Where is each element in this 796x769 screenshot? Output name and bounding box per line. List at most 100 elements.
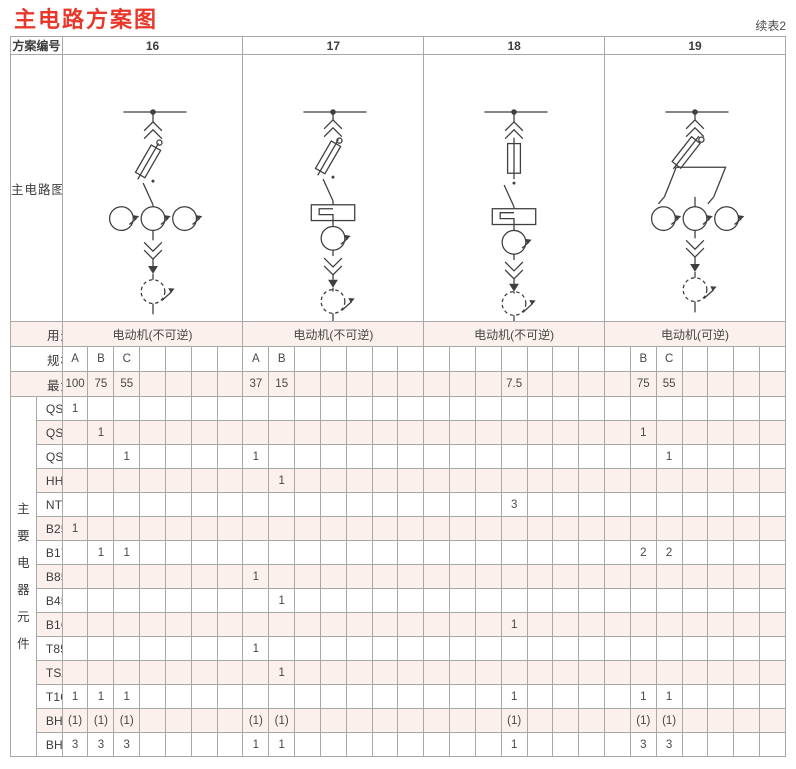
value-cell — [61, 468, 89, 493]
value-cell — [733, 636, 761, 661]
value-cell — [371, 540, 399, 565]
value-cell — [474, 660, 502, 685]
value-cell — [164, 468, 192, 493]
value-cell — [139, 516, 166, 541]
value-cell — [61, 444, 89, 469]
value-cell — [190, 540, 218, 565]
scheme-table: 方案编号16171819主电路图用途电动机(不可逆)电动机(不可逆)电动机(不可… — [10, 36, 786, 757]
value-cell — [604, 540, 631, 565]
value-cell — [681, 732, 709, 757]
value-cell — [604, 636, 631, 661]
component-name: QSA–125 — [35, 444, 63, 469]
value-cell — [345, 540, 373, 565]
value-cell — [681, 420, 709, 445]
value-cell — [294, 371, 321, 397]
value-cell — [526, 612, 554, 637]
value-cell — [733, 396, 761, 421]
diagram-row-label: 主电路图 — [10, 54, 63, 322]
value-cell — [268, 564, 296, 589]
value-cell — [371, 564, 399, 589]
value-cell — [681, 468, 709, 493]
value-cell — [242, 684, 270, 709]
value-cell — [578, 732, 606, 757]
value-cell — [139, 444, 166, 469]
value-cell — [423, 564, 451, 589]
value-cell — [578, 540, 606, 565]
value-cell — [371, 588, 399, 613]
value-cell — [449, 636, 476, 661]
value-cell — [474, 684, 502, 709]
value-cell — [552, 684, 580, 709]
value-cell — [87, 588, 115, 613]
value-cell — [423, 492, 451, 517]
value-cell — [139, 468, 166, 493]
value-cell — [345, 564, 373, 589]
value-cell — [87, 636, 115, 661]
value-cell — [319, 684, 347, 709]
value-cell — [733, 660, 761, 685]
value-cell — [164, 371, 192, 397]
value-cell — [733, 732, 761, 757]
value-cell — [139, 612, 166, 637]
value-cell — [733, 588, 761, 613]
value-cell — [526, 708, 554, 733]
value-cell — [578, 468, 606, 493]
value-cell — [423, 588, 451, 613]
value-cell — [552, 444, 580, 469]
value-cell — [397, 396, 425, 421]
value-cell — [345, 396, 373, 421]
value-cell — [190, 564, 218, 589]
value-cell — [319, 346, 347, 372]
value-cell — [397, 636, 425, 661]
scheme-header-row: 方案编号 16 17 18 19 — [10, 36, 786, 55]
value-cell — [552, 732, 580, 757]
value-cell: 1 — [242, 732, 270, 757]
value-cell — [371, 516, 399, 541]
component-name: HH17–63 — [35, 468, 63, 493]
value-cell — [707, 420, 735, 445]
value-cell — [629, 516, 657, 541]
value-cell — [397, 612, 425, 637]
value-cell — [578, 708, 606, 733]
value-cell — [449, 540, 476, 565]
value-cell — [216, 636, 244, 661]
value-cell — [759, 660, 786, 685]
value-cell: 1 — [268, 660, 296, 685]
value-cell — [604, 708, 631, 733]
value-cell — [61, 492, 89, 517]
value-cell — [397, 420, 425, 445]
value-cell — [655, 612, 683, 637]
value-cell — [500, 636, 528, 661]
value-cell — [242, 420, 270, 445]
value-cell: 1 — [87, 540, 115, 565]
value-cell — [449, 346, 476, 372]
value-cell — [500, 420, 528, 445]
value-cell — [474, 612, 502, 637]
component-name: QSA–250 — [35, 396, 63, 421]
value-cell — [61, 540, 89, 565]
value-cell — [733, 516, 761, 541]
value-cell: 3 — [87, 732, 115, 757]
component-row: B170–105, LC1, CJ35 11 22 — [11, 540, 786, 565]
value-cell — [294, 516, 321, 541]
value-cell — [190, 516, 218, 541]
value-cell — [707, 492, 735, 517]
value-cell — [268, 396, 296, 421]
value-cell — [552, 708, 580, 733]
value-cell — [139, 732, 166, 757]
value-cell — [242, 612, 270, 637]
value-cell — [61, 564, 89, 589]
corner-header: 方案编号 — [10, 36, 63, 55]
value-cell: 3 — [500, 492, 528, 517]
value-cell: (1) — [87, 708, 115, 733]
value-cell — [319, 396, 347, 421]
value-cell — [552, 346, 580, 372]
value-cell — [87, 516, 115, 541]
value-cell: C — [655, 346, 683, 372]
value-cell — [87, 396, 115, 421]
value-cell — [759, 636, 786, 661]
value-cell — [733, 444, 761, 469]
value-cell — [759, 708, 786, 733]
value-cell — [216, 396, 244, 421]
value-cell — [707, 396, 735, 421]
